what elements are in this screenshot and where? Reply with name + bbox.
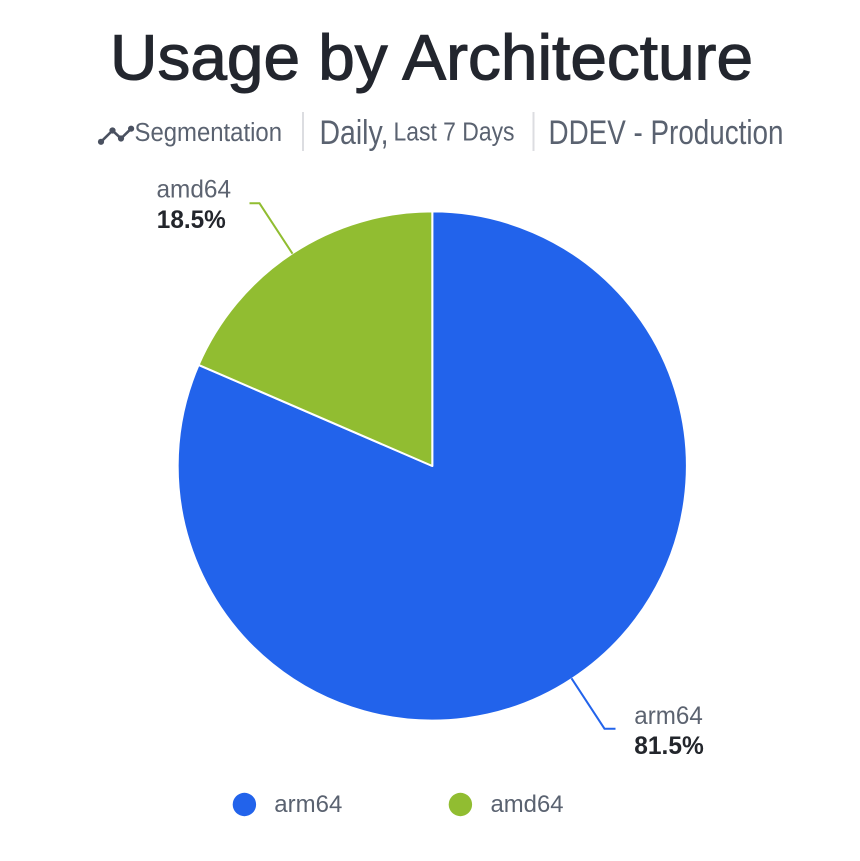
svg-text:arm64: arm64 [634,702,703,730]
svg-text:DDEV - Production: DDEV - Production [549,114,784,152]
svg-text:Daily,: Daily, [320,114,389,152]
svg-text:Usage by Architecture: Usage by Architecture [110,21,753,93]
svg-text:amd64: amd64 [491,791,564,818]
svg-text:Last 7 Days: Last 7 Days [394,119,515,147]
svg-text:Segmentation: Segmentation [135,119,283,147]
svg-text:18.5%: 18.5% [157,206,226,234]
svg-text:arm64: arm64 [274,791,342,818]
svg-text:amd64: amd64 [157,176,232,204]
svg-text:81.5%: 81.5% [634,732,704,760]
